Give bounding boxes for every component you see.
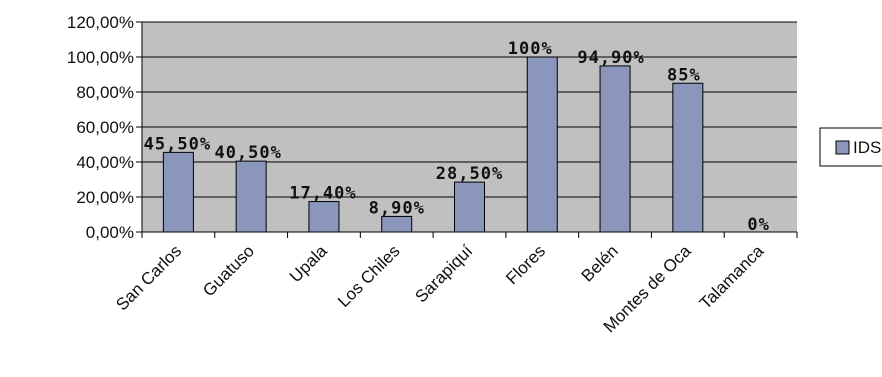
data-label: 8,90% (369, 198, 425, 218)
category-label: Guatuso (199, 241, 258, 300)
y-tick-label: 0,00% (86, 223, 134, 242)
y-axis: 0,00% 20,00% 40,00% 60,00% 80,00% 100,00% 120,… (67, 13, 143, 242)
category-label: Los Chiles (334, 241, 404, 311)
bar (454, 181, 485, 233)
legend-label: IDS (853, 138, 881, 157)
legend-box (819, 127, 882, 167)
y-tick-label: 100,00% (67, 48, 134, 67)
category-label: Flores (502, 241, 549, 288)
bar (381, 215, 413, 233)
bar (599, 65, 631, 233)
legend-swatch (835, 140, 850, 155)
y-tick-label: 20,00% (76, 188, 134, 207)
data-label: 0% (747, 215, 769, 235)
data-label: 45,50% (144, 134, 211, 154)
category-label: Talamanca (696, 241, 768, 313)
legend: IDS (819, 127, 882, 167)
category-label: Belén (578, 241, 622, 285)
y-tick-label: 120,00% (67, 13, 134, 32)
data-label: 28,50% (436, 164, 503, 184)
x-axis: San Carlos Guatuso Upala Los Chiles Sarapiqu… (112, 231, 798, 336)
bar (526, 56, 558, 233)
category-label: Sarapiquí (411, 241, 476, 306)
data-label: 100% (508, 39, 553, 59)
bar (162, 151, 194, 233)
bar (308, 201, 340, 233)
bar (235, 160, 267, 233)
y-tick-label: 40,00% (76, 153, 134, 172)
data-label: 17,40% (289, 184, 356, 204)
category-label: San Carlos (112, 241, 185, 314)
data-label: 85% (667, 65, 701, 85)
y-tick-label: 80,00% (76, 83, 134, 102)
data-label: 40,50% (214, 143, 281, 163)
bar (672, 82, 704, 233)
data-labels: 45,50% 40,50% 17,40% 8,90% 28,50% 100% 94,90% 8… (144, 39, 769, 235)
y-tick-label: 60,00% (76, 118, 134, 137)
data-label: 94,90% (577, 48, 644, 68)
category-label: Upala (286, 241, 331, 286)
bars (162, 56, 704, 233)
